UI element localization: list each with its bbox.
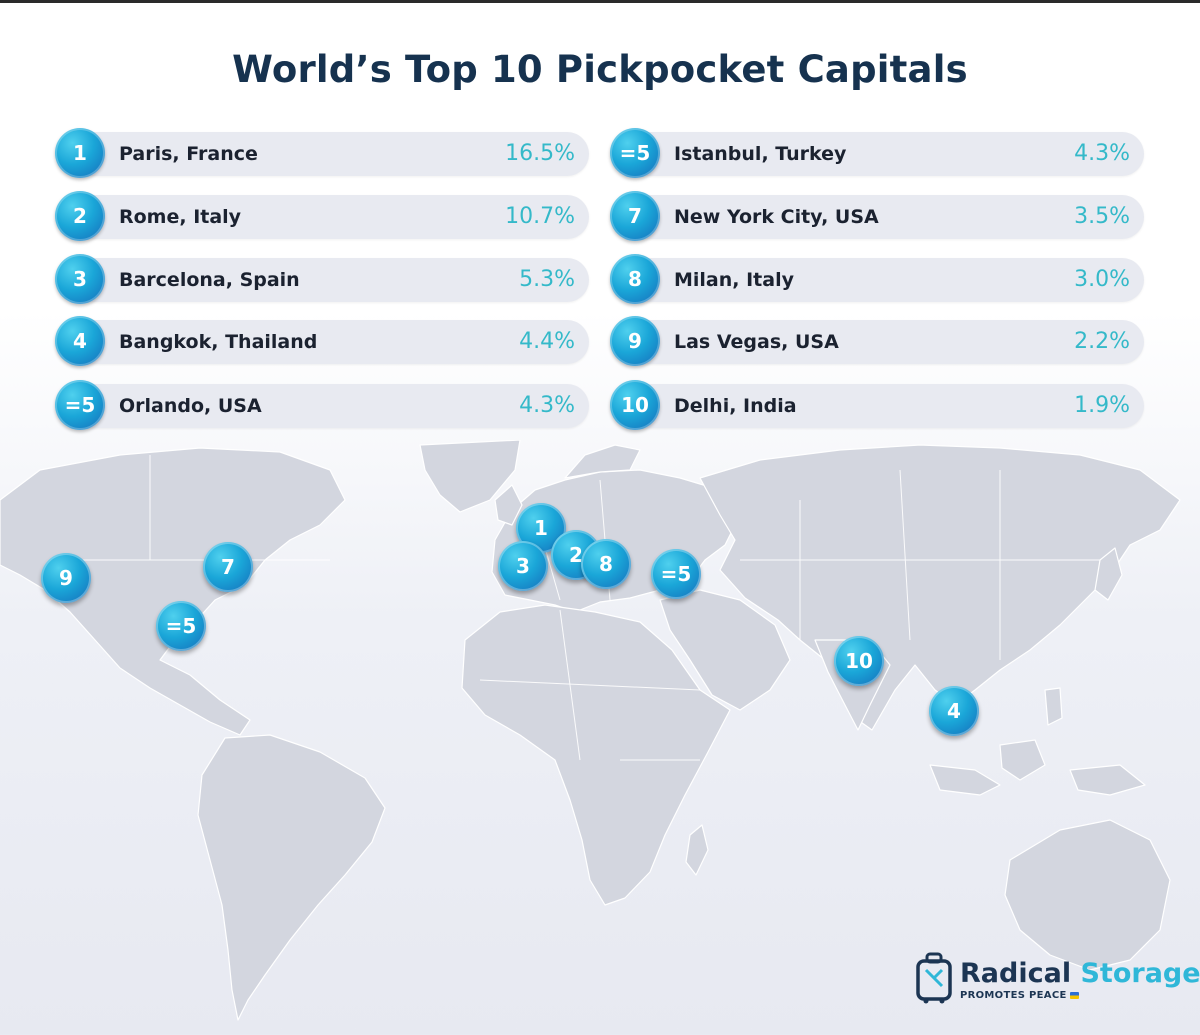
asia-landmass xyxy=(699,444,1181,731)
rank-badge: 2 xyxy=(55,191,105,241)
scandinavia-landmass xyxy=(564,444,641,479)
rank-value: 10.7% xyxy=(505,204,575,229)
rank-badge: 7 xyxy=(610,191,660,241)
rank-row: =5 Orlando, USA 4.3% xyxy=(55,380,589,430)
world-map xyxy=(0,440,1181,1021)
map-marker-new-york: 7 xyxy=(203,542,253,592)
rank-badge: =5 xyxy=(610,128,660,178)
brand-tagline: PROMOTES PEACE xyxy=(960,990,1079,1001)
brand-name: Radical Storage xyxy=(960,958,1200,989)
rank-row: 2 Rome, Italy 10.7% xyxy=(55,191,589,241)
middle-east-landmass xyxy=(659,589,791,711)
madagascar-landmass xyxy=(685,824,709,876)
city-name: Barcelona, Spain xyxy=(119,269,300,291)
city-name: Istanbul, Turkey xyxy=(674,143,847,165)
indonesia-landmass xyxy=(929,764,1001,796)
suitcase-icon xyxy=(916,952,952,1004)
city-name: Delhi, India xyxy=(674,395,797,417)
australia-landmass xyxy=(1004,819,1171,971)
city-name: Rome, Italy xyxy=(119,206,242,228)
page-title: World’s Top 10 Pickpocket Capitals xyxy=(232,48,968,91)
rank-badge: 1 xyxy=(55,128,105,178)
map-marker-paris: 1 xyxy=(516,503,566,553)
rank-badge: 3 xyxy=(55,254,105,304)
city-name: New York City, USA xyxy=(674,206,879,228)
rank-row: 3 Barcelona, Spain 5.3% xyxy=(55,254,589,304)
rank-value: 4.4% xyxy=(519,329,575,354)
greenland-landmass xyxy=(419,440,521,513)
brand-name-part2: Storage xyxy=(1080,958,1200,989)
ukraine-flag-icon xyxy=(1069,991,1079,999)
rank-value: 16.5% xyxy=(505,141,575,166)
map-marker-istanbul: =5 xyxy=(651,549,701,599)
rank-value: 4.3% xyxy=(519,393,575,418)
top-border-line xyxy=(0,0,1200,3)
south-america-landmass xyxy=(197,734,386,1021)
map-marker-delhi: 10 xyxy=(834,636,884,686)
rank-value: 1.9% xyxy=(1074,393,1130,418)
rank-row: 8 Milan, Italy 3.0% xyxy=(610,254,1144,304)
japan-landmass xyxy=(1094,547,1123,601)
rank-row: 9 Las Vegas, USA 2.2% xyxy=(610,316,1144,366)
rank-badge: 8 xyxy=(610,254,660,304)
rank-value: 5.3% xyxy=(519,267,575,292)
philippines-landmass xyxy=(1044,687,1063,726)
borneo-landmass xyxy=(999,739,1046,781)
rank-badge: 4 xyxy=(55,316,105,366)
map-marker-bangkok: 4 xyxy=(929,686,979,736)
uk-landmass xyxy=(494,484,523,526)
rank-row: 4 Bangkok, Thailand 4.4% xyxy=(55,316,589,366)
map-marker-milan: 8 xyxy=(581,539,631,589)
city-name: Paris, France xyxy=(119,143,258,165)
ranking-list: 1 Paris, France 16.5% 2 Rome, Italy 10.7… xyxy=(0,0,1200,440)
rank-row: 7 New York City, USA 3.5% xyxy=(610,191,1144,241)
new-guinea-landmass xyxy=(1069,764,1146,796)
rank-badge: =5 xyxy=(55,380,105,430)
city-name: Las Vegas, USA xyxy=(674,331,839,353)
city-name: Milan, Italy xyxy=(674,269,794,291)
rank-row: 10 Delhi, India 1.9% xyxy=(610,380,1144,430)
city-name: Bangkok, Thailand xyxy=(119,331,318,353)
rank-value: 4.3% xyxy=(1074,141,1130,166)
rank-badge: 10 xyxy=(610,380,660,430)
tagline-text: PROMOTES PEACE xyxy=(960,990,1067,1001)
brand-logo: Radical Storage PROMOTES PEACE xyxy=(916,950,1200,1010)
rank-row: =5 Istanbul, Turkey 4.3% xyxy=(610,128,1144,178)
map-marker-orlando: =5 xyxy=(156,601,206,651)
rank-row: 1 Paris, France 16.5% xyxy=(55,128,589,178)
map-marker-barcelona: 3 xyxy=(498,541,548,591)
brand-name-part1: Radical xyxy=(960,958,1072,989)
rank-value: 3.5% xyxy=(1074,204,1130,229)
north-america-landmass xyxy=(0,447,346,736)
rank-value: 3.0% xyxy=(1074,267,1130,292)
rank-value: 2.2% xyxy=(1074,329,1130,354)
map-marker-las-vegas: 9 xyxy=(41,553,91,603)
africa-landmass xyxy=(461,604,731,906)
rank-badge: 9 xyxy=(610,316,660,366)
city-name: Orlando, USA xyxy=(119,395,262,417)
